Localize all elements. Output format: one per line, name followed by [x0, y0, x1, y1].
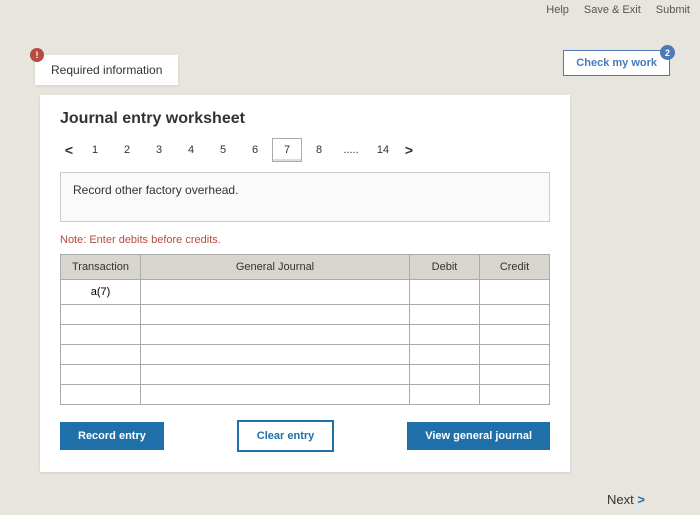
pager-next[interactable]: > — [400, 142, 418, 158]
pager-ellipsis: ..... — [336, 144, 366, 156]
col-credit: Credit — [480, 255, 550, 280]
cell-transaction[interactable]: a(7) — [61, 280, 141, 305]
table-row — [61, 325, 550, 345]
pager-1[interactable]: 1 — [80, 139, 110, 161]
cell-debit[interactable] — [410, 345, 480, 365]
table-row — [61, 365, 550, 385]
check-my-work-badge: 2 — [660, 45, 675, 60]
pager-7[interactable]: 7 — [272, 138, 302, 162]
record-entry-button[interactable]: Record entry — [60, 422, 164, 450]
check-my-work-label: Check my work — [576, 57, 657, 69]
cell-credit[interactable] — [480, 305, 550, 325]
table-row — [61, 385, 550, 405]
instruction-box: Record other factory overhead. — [60, 172, 550, 222]
table-body: a(7) — [61, 280, 550, 405]
table-row — [61, 345, 550, 365]
table-row — [61, 305, 550, 325]
journal-entry-table: Transaction General Journal Debit Credit… — [60, 254, 550, 405]
cell-transaction[interactable] — [61, 305, 141, 325]
cell-transaction[interactable] — [61, 385, 141, 405]
col-debit: Debit — [410, 255, 480, 280]
pager-2[interactable]: 2 — [112, 139, 142, 161]
pager-14[interactable]: 14 — [368, 139, 398, 161]
cell-debit[interactable] — [410, 325, 480, 345]
note-text: Note: Enter debits before credits. — [60, 234, 550, 246]
clear-entry-button[interactable]: Clear entry — [237, 420, 334, 452]
view-general-journal-button[interactable]: View general journal — [407, 422, 550, 450]
pager-3[interactable]: 3 — [144, 139, 174, 161]
pager-6[interactable]: 6 — [240, 139, 270, 161]
cell-credit[interactable] — [480, 365, 550, 385]
next-button[interactable]: Next > — [607, 492, 645, 507]
worksheet-title: Journal entry worksheet — [60, 110, 550, 128]
cell-gj[interactable] — [141, 365, 410, 385]
cell-credit[interactable] — [480, 325, 550, 345]
pager-prev[interactable]: < — [60, 142, 78, 158]
cell-credit[interactable] — [480, 345, 550, 365]
required-information-tab[interactable]: Required information — [35, 55, 178, 85]
check-my-work-button[interactable]: Check my work 2 — [563, 50, 670, 76]
col-general-journal: General Journal — [141, 255, 410, 280]
pager: < 1 2 3 4 5 6 7 8 ..... 14 > — [60, 138, 550, 162]
alert-icon: ! — [30, 48, 44, 62]
cell-debit[interactable] — [410, 305, 480, 325]
help-link[interactable]: Help — [546, 4, 569, 16]
col-transaction: Transaction — [61, 255, 141, 280]
pager-8[interactable]: 8 — [304, 139, 334, 161]
cell-credit[interactable] — [480, 280, 550, 305]
top-nav: Help Save & Exit Submit — [546, 0, 690, 20]
cell-gj[interactable] — [141, 385, 410, 405]
table-row: a(7) — [61, 280, 550, 305]
cell-gj[interactable] — [141, 280, 410, 305]
chevron-right-icon: > — [637, 492, 645, 507]
pager-5[interactable]: 5 — [208, 139, 238, 161]
cell-credit[interactable] — [480, 385, 550, 405]
submit-link[interactable]: Submit — [656, 4, 690, 16]
cell-transaction[interactable] — [61, 365, 141, 385]
worksheet-panel: Journal entry worksheet < 1 2 3 4 5 6 7 … — [40, 95, 570, 472]
cell-gj[interactable] — [141, 305, 410, 325]
cell-transaction[interactable] — [61, 325, 141, 345]
cell-gj[interactable] — [141, 325, 410, 345]
action-row: Record entry Clear entry View general jo… — [60, 420, 550, 452]
cell-transaction[interactable] — [61, 345, 141, 365]
cell-debit[interactable] — [410, 365, 480, 385]
cell-debit[interactable] — [410, 385, 480, 405]
cell-gj[interactable] — [141, 345, 410, 365]
next-label: Next — [607, 492, 634, 507]
save-exit-link[interactable]: Save & Exit — [584, 4, 641, 16]
pager-4[interactable]: 4 — [176, 139, 206, 161]
cell-debit[interactable] — [410, 280, 480, 305]
